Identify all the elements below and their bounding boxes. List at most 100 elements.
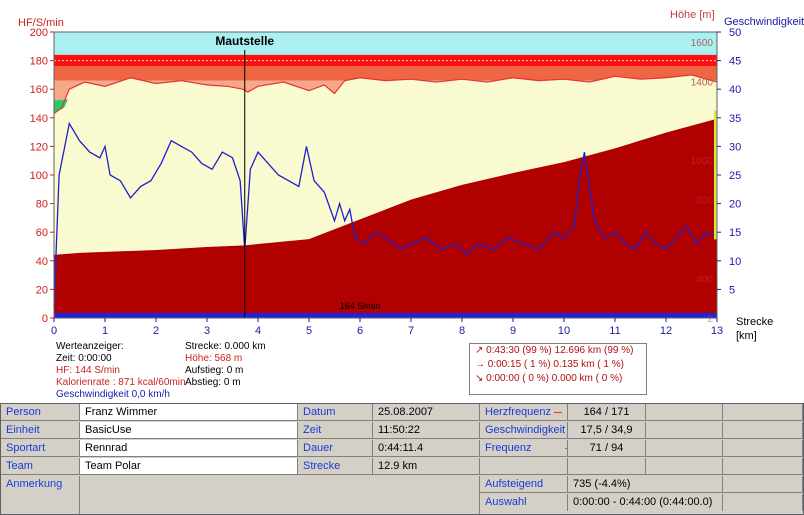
left-tick-label: 180: [30, 56, 48, 68]
label-strecke: Strecke: [298, 458, 373, 475]
hr-zone-green-mark: [54, 99, 68, 114]
left-tick-label: 60: [36, 227, 48, 239]
label-zeit: Zeit: [298, 422, 373, 439]
value-zeit: 11:50:22: [373, 422, 480, 439]
value-anmerkung[interactable]: [80, 476, 480, 514]
x-tick-label: 0: [51, 325, 57, 337]
label-datum: Datum: [298, 404, 373, 421]
x-axis-label: Strecke: [736, 316, 773, 328]
hr-zone-upper-band: [54, 54, 717, 67]
label-person: Person: [1, 404, 80, 421]
speed-axis-label: Geschwindigkeit: [724, 16, 804, 28]
label-herzfrequenz-text: Herzfrequenz: [485, 406, 552, 418]
altitude-tick-label: 1000: [691, 156, 714, 167]
cell-filler: [646, 404, 723, 421]
stats-row-up: ↗ 0:43:30 (99 %) 12.696 km (99 %): [475, 345, 634, 356]
x-tick-label: 1: [102, 325, 108, 337]
x-tick-label: 9: [510, 325, 516, 337]
legend-hoehe: Höhe: 568 m: [185, 353, 243, 364]
hr-line: [53, 74, 718, 114]
value-aufsteigend: 735 (-4.4%): [568, 476, 723, 493]
label-anmerkung: Anmerkung: [1, 476, 80, 514]
cell-filler: [723, 440, 803, 457]
altitude-axis-label: Höhe [m]: [670, 9, 715, 21]
x-tick-label: 3: [204, 325, 210, 337]
legend-title: Werteanzeiger:: [56, 341, 124, 352]
legend-strecke: Strecke: 0.000 km: [185, 341, 266, 352]
value-strecke: 12.9 km: [373, 458, 480, 475]
left-tick-label: 200: [30, 27, 48, 39]
x-tick-label: 10: [558, 325, 570, 337]
speed-tick-label: 15: [729, 227, 741, 239]
label-aufsteigend: Aufsteigend: [480, 476, 568, 493]
value-sportart[interactable]: Rennrad: [80, 440, 298, 457]
x-tick-label: 2: [153, 325, 159, 337]
cell-filler: [646, 440, 723, 457]
value-dauer: 0:44:11.4: [373, 440, 480, 457]
stats-row-down: ↘ 0:00:00 ( 0 %) 0.000 km ( 0 %): [475, 373, 623, 384]
speed-tick-label: 45: [729, 56, 741, 68]
value-team[interactable]: Team Polar: [80, 458, 298, 475]
hr-zone-mid-band: [54, 66, 717, 81]
x-tick-label: 7: [408, 325, 414, 337]
value-frequenz: 71 / 94: [568, 440, 646, 457]
x-tick-label: 5: [306, 325, 312, 337]
cell-filler: [723, 422, 803, 439]
speed-line: [53, 121, 718, 307]
cell-filler: [646, 422, 723, 439]
stats-row-flat: → 0:00:15 ( 1 %) 0.135 km ( 1 %): [475, 359, 624, 370]
value-geschwindigkeit: 17,5 / 34,9: [568, 422, 646, 439]
label-frequenz: Frequenz: [480, 440, 568, 457]
cell-filler: [723, 476, 803, 493]
session-details-table: Person Einheit Sportart Team Anmerkung F…: [0, 403, 804, 515]
cell-filler: [723, 494, 803, 511]
altitude-tick-label: 400: [696, 275, 713, 286]
label-auswahl: Auswahl: [480, 494, 568, 511]
label-dauer: Dauer: [298, 440, 373, 457]
left-tick-label: 20: [36, 284, 48, 296]
label-team: Team: [1, 458, 80, 475]
cell-filler: [723, 404, 803, 421]
label-sportart: Sportart: [1, 440, 80, 457]
label-geschwindigkeit: Geschwindigkeit: [480, 422, 568, 439]
left-axis-label: HF/S/min: [18, 17, 64, 29]
legend-hf: HF: 144 S/min: [56, 365, 120, 376]
x-tick-label: 8: [459, 325, 465, 337]
value-empty: [568, 458, 646, 475]
left-tick-label: 120: [30, 141, 48, 153]
legend-zeit: Zeit: 0:00:00: [56, 353, 112, 364]
cell-filler: [646, 458, 723, 475]
x-tick-label: 12: [660, 325, 672, 337]
label-empty: [480, 458, 568, 475]
left-tick-label: 40: [36, 256, 48, 268]
altitude-tick-label: 1400: [691, 77, 714, 88]
speed-tick-label: 5: [729, 284, 735, 296]
speed-tick-label: 40: [729, 84, 741, 96]
altitude-tick-label: 800: [696, 196, 713, 207]
left-tick-label: 0: [42, 313, 48, 325]
herzfrequenz-legend-line: [554, 411, 563, 413]
speed-tick-label: 25: [729, 170, 741, 182]
x-tick-label: 6: [357, 325, 363, 337]
value-datum: 25.08.2007: [373, 404, 480, 421]
x-tick-label: 11: [609, 325, 620, 337]
plot-area[interactable]: 164 S/min Mautstelle: [53, 32, 718, 319]
speed-tick-label: 30: [729, 141, 741, 153]
altitude-tick-label: 1600: [691, 38, 714, 49]
speed-tick-label: 50: [729, 27, 741, 39]
right-strip: [714, 110, 717, 240]
legend-abstieg: Abstieg: 0 m: [185, 377, 241, 388]
left-tick-label: 80: [36, 199, 48, 211]
left-tick-label: 100: [30, 170, 48, 182]
x-tick-label: 4: [255, 325, 261, 337]
speed-tick-label: 35: [729, 113, 741, 125]
left-tick-label: 160: [30, 84, 48, 96]
speed-tick-label: 10: [729, 256, 741, 268]
x-tick-label: 13: [711, 325, 723, 337]
value-auswahl: 0:00:00 - 0:44:00 (0:44:00.0): [568, 494, 723, 511]
label-frequenz-text: Frequenz: [485, 442, 532, 454]
value-person[interactable]: Franz Wimmer: [80, 404, 298, 421]
label-einheit: Einheit: [1, 422, 80, 439]
value-einheit[interactable]: BasicUse: [80, 422, 298, 439]
